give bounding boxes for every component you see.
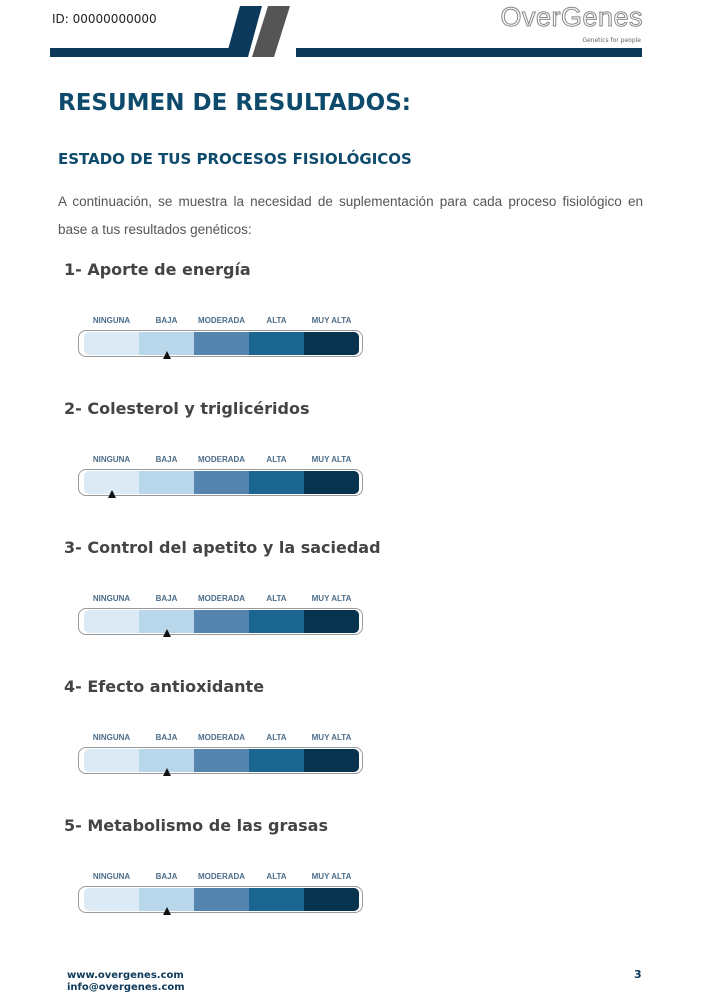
level-marker bbox=[162, 907, 171, 915]
scale-segment bbox=[249, 749, 304, 772]
scale-box bbox=[78, 330, 363, 357]
scale-segment bbox=[194, 888, 249, 911]
scale-segment bbox=[304, 888, 359, 911]
scale-label: MODERADA bbox=[197, 316, 246, 325]
scale-label: BAJA bbox=[155, 733, 178, 742]
scale-label: NINGUNA bbox=[92, 872, 131, 881]
scale-label: BAJA bbox=[155, 594, 178, 603]
scale-segment bbox=[84, 888, 139, 911]
level-marker bbox=[162, 351, 171, 359]
scale-label: MODERADA bbox=[197, 872, 246, 881]
page-number: 3 bbox=[634, 968, 642, 981]
scale-segment bbox=[304, 332, 359, 355]
scale-label: ALTA bbox=[266, 455, 287, 464]
scale-segment bbox=[194, 471, 249, 494]
header-band bbox=[50, 6, 642, 57]
scale-label: BAJA bbox=[155, 455, 178, 464]
scale-segment bbox=[139, 332, 194, 355]
scale-segment bbox=[139, 471, 194, 494]
scale-box bbox=[78, 608, 363, 635]
scale-label: BAJA bbox=[155, 872, 178, 881]
scale-box bbox=[78, 886, 363, 913]
scale-label: MUY ALTA bbox=[311, 594, 352, 603]
scale-segment bbox=[304, 471, 359, 494]
scale-label: MUY ALTA bbox=[311, 872, 352, 881]
title: RESUMEN DE RESULTADOS: bbox=[58, 90, 411, 116]
scale-label: MODERADA bbox=[197, 455, 246, 464]
scale-label: MUY ALTA bbox=[311, 733, 352, 742]
section-title: 3- Control del apetito y la saciedad bbox=[64, 538, 381, 557]
scale-label: MUY ALTA bbox=[311, 316, 352, 325]
scale-label: NINGUNA bbox=[92, 594, 131, 603]
scale-segment bbox=[249, 888, 304, 911]
scale-label: ALTA bbox=[266, 872, 287, 881]
document-id: ID: 00000000000 bbox=[52, 12, 157, 26]
scale-label: MODERADA bbox=[197, 594, 246, 603]
scale-box bbox=[78, 469, 363, 496]
scale-segment bbox=[304, 749, 359, 772]
level-marker bbox=[107, 490, 116, 498]
footer-web: www.overgenes.com bbox=[67, 970, 184, 981]
level-marker bbox=[162, 629, 171, 637]
scale-label: ALTA bbox=[266, 316, 287, 325]
scale-label: NINGUNA bbox=[92, 455, 131, 464]
scale-label: ALTA bbox=[266, 733, 287, 742]
section-title: 2- Colesterol y triglicéridos bbox=[64, 399, 310, 418]
section-title: 5- Metabolismo de las grasas bbox=[64, 816, 328, 835]
intro-text: A continuación, se muestra la necesidad … bbox=[58, 194, 643, 237]
subtitle: ESTADO DE TUS PROCESOS FISIOLÓGICOS bbox=[58, 150, 412, 168]
scale-segment bbox=[139, 610, 194, 633]
scale-segment bbox=[249, 471, 304, 494]
section-title: 4- Efecto antioxidante bbox=[64, 677, 265, 696]
scale-segment bbox=[84, 332, 139, 355]
scale-box bbox=[78, 747, 363, 774]
scale-label: MODERADA bbox=[197, 733, 246, 742]
scale-segment bbox=[84, 471, 139, 494]
scale-segment bbox=[249, 332, 304, 355]
scale-segment bbox=[304, 610, 359, 633]
logo-tagline: Genetics for people bbox=[582, 37, 641, 44]
scale-segment bbox=[139, 749, 194, 772]
section-title: 1- Aporte de energía bbox=[64, 260, 251, 279]
scale-label: NINGUNA bbox=[92, 316, 131, 325]
scale-segment bbox=[84, 749, 139, 772]
scale-segment bbox=[194, 332, 249, 355]
scale-label: BAJA bbox=[155, 316, 178, 325]
scale-label: MUY ALTA bbox=[311, 455, 352, 464]
footer-email: info@overgenes.com bbox=[67, 982, 185, 993]
scale-label: ALTA bbox=[266, 594, 287, 603]
scale-segment bbox=[194, 610, 249, 633]
scale-segment bbox=[139, 888, 194, 911]
level-marker bbox=[162, 768, 171, 776]
scale-segment bbox=[249, 610, 304, 633]
scale-label: NINGUNA bbox=[92, 733, 131, 742]
logo: OverGenes bbox=[500, 2, 643, 33]
scale-segment bbox=[84, 610, 139, 633]
scale-segment bbox=[194, 749, 249, 772]
